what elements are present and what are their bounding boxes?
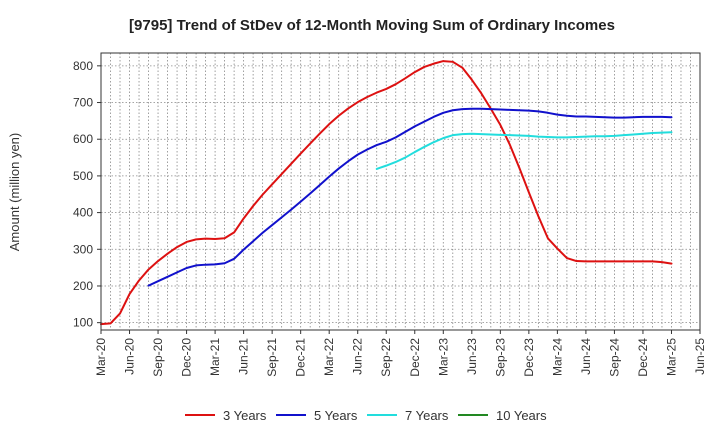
x-tick-label: Dec-21 [294, 338, 308, 377]
y-tick-label: 500 [73, 169, 93, 183]
x-tick-label: Dec-23 [522, 338, 536, 377]
x-tick-label: Sep-22 [379, 338, 393, 377]
y-tick-label: 200 [73, 279, 93, 293]
y-tick-label: 600 [73, 132, 93, 146]
grid-lines [100, 53, 701, 330]
x-tick-label: Dec-24 [636, 338, 650, 377]
x-tick-label: Mar-25 [664, 338, 678, 376]
y-tick-label: 700 [73, 96, 93, 110]
legend-label-7-years: 7 Years [405, 408, 449, 423]
x-tick-label: Sep-20 [151, 338, 165, 377]
x-tick-label: Sep-24 [607, 338, 621, 377]
x-tick-label: Dec-22 [408, 338, 422, 377]
y-axis-label: Amount (million yen) [7, 133, 22, 252]
y-axis-ticks: 100 200 300 400 500 600 700 800 [73, 59, 101, 330]
x-tick-label: Mar-24 [550, 338, 564, 376]
y-tick-label: 400 [73, 206, 93, 220]
x-tick-label: Dec-20 [180, 338, 194, 377]
x-tick-label: Jun-22 [351, 338, 365, 375]
x-tick-label: Jun-24 [579, 338, 593, 375]
x-tick-label: Mar-23 [436, 338, 450, 376]
series-line-5-years [147, 107, 673, 287]
series-lines [100, 60, 673, 326]
legend-label-3-years: 3 Years [223, 408, 267, 423]
legend: 3 Years 5 Years 7 Years 10 Years [185, 408, 547, 423]
x-tick-label: Sep-21 [265, 338, 279, 377]
x-tick-label: Mar-22 [322, 338, 336, 376]
x-axis-ticks: Mar-20 Jun-20 Sep-20 Dec-20 Mar-21 Jun-21 Sep-… [94, 330, 707, 377]
x-tick-label: Mar-21 [208, 338, 222, 376]
series-line-3-years [100, 60, 673, 326]
x-tick-label: Sep-23 [493, 338, 507, 377]
legend-label-5-years: 5 Years [314, 408, 358, 423]
chart-title: [9795] Trend of StDev of 12-Month Moving… [129, 17, 615, 34]
x-tick-label: Jun-20 [123, 338, 137, 375]
y-tick-label: 100 [73, 316, 93, 330]
series-line-7-years [375, 131, 673, 170]
x-tick-label: Jun-23 [465, 338, 479, 375]
x-tick-label: Mar-20 [94, 338, 108, 376]
plot-frame [100, 52, 701, 331]
x-tick-label: Jun-25 [693, 338, 707, 375]
y-tick-label: 800 [73, 59, 93, 73]
y-tick-label: 300 [73, 242, 93, 256]
legend-label-10-years: 10 Years [496, 408, 547, 423]
x-tick-label: Jun-21 [237, 338, 251, 375]
